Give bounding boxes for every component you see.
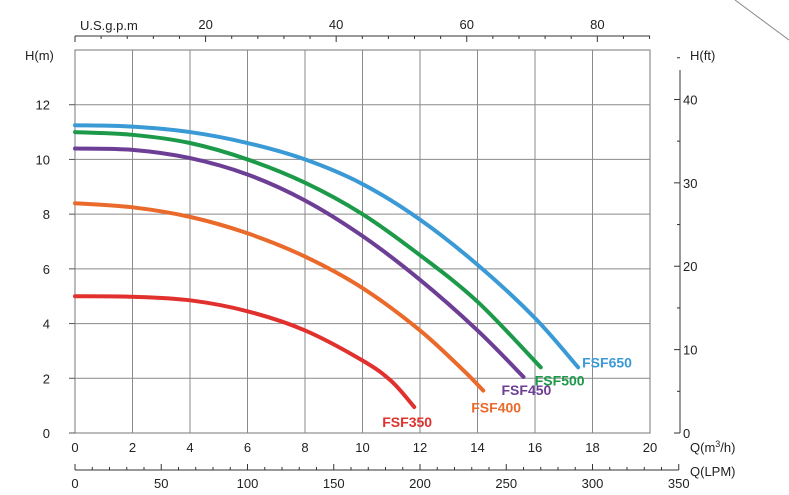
- lpm-tick-label: 150: [323, 476, 345, 491]
- gpm-axis-label: U.S.g.p.m: [80, 18, 138, 33]
- ft-tick-label: 20: [683, 259, 697, 274]
- series-label-fsf500: FSF500: [535, 372, 585, 388]
- x-tick-label: 8: [301, 440, 308, 455]
- x-tick-label: 14: [470, 440, 484, 455]
- series-line-fsf400: [73, 201, 486, 393]
- series-label-fsf650: FSF650: [582, 354, 632, 370]
- lpm-tick-label: 200: [409, 476, 431, 491]
- x-tick-label: 18: [585, 440, 599, 455]
- x-axis-label: Q(m3/h): [690, 439, 735, 455]
- series-label-fsf400: FSF400: [471, 400, 521, 416]
- gpm-tick-label: 40: [329, 17, 343, 32]
- series-label-fsf450: FSF450: [502, 382, 552, 398]
- x-tick-label: 10: [355, 440, 369, 455]
- x-tick-label: 4: [186, 440, 193, 455]
- x-tick-label: 2: [129, 440, 136, 455]
- lpm-tick-label: 0: [71, 476, 78, 491]
- series-line-fsf650: [73, 123, 581, 370]
- lpm-tick-label: 300: [582, 476, 604, 491]
- gpm-tick-label: 20: [198, 17, 212, 32]
- ft-tick-label: 10: [683, 343, 697, 358]
- y-tick-label: 4: [43, 317, 50, 332]
- y-tick-label: 8: [43, 207, 50, 222]
- ft-tick-label: 40: [683, 92, 697, 107]
- y-axis-label: H(m): [25, 48, 54, 63]
- x-tick-label: 6: [244, 440, 251, 455]
- lpm-tick-label: 250: [495, 476, 517, 491]
- y-tick-label: 10: [36, 152, 50, 167]
- axis-labels: Q(m3/h) Q(LPM) U.S.g.p.m H(m) H(ft): [25, 18, 736, 479]
- lpm-tick-label: 50: [154, 476, 168, 491]
- series-label-fsf350: FSF350: [382, 414, 432, 430]
- gpm-tick-label: 80: [590, 17, 604, 32]
- ft-tick-label: 0: [683, 426, 690, 441]
- series-line-fsf450: [73, 146, 526, 379]
- y-tick-label: 0: [43, 426, 50, 441]
- series-line-fsf350: [73, 294, 417, 410]
- axes: 0 2 4 6 8 10 12 14 16 18 200 50 100 150 200 250 300 35020…: [36, 17, 698, 491]
- lpm-axis-label: Q(LPM): [690, 464, 736, 479]
- y-tick-label: 6: [43, 262, 50, 277]
- ft-axis-label: H(ft): [690, 48, 715, 63]
- x-tick-label: 20: [643, 440, 657, 455]
- x-tick-label: 12: [413, 440, 427, 455]
- y-tick-label: 2: [43, 371, 50, 386]
- series-line-fsf500: [73, 130, 543, 370]
- lpm-tick-label: 100: [237, 476, 259, 491]
- x-tick-label: 0: [71, 440, 78, 455]
- corner-decoration-line: [734, 0, 789, 41]
- gpm-tick-label: 60: [460, 17, 474, 32]
- ft-tick-label: 30: [683, 176, 697, 191]
- x-tick-label: 16: [528, 440, 542, 455]
- y-tick-label: 12: [36, 98, 50, 113]
- lpm-tick-label: 350: [668, 476, 690, 491]
